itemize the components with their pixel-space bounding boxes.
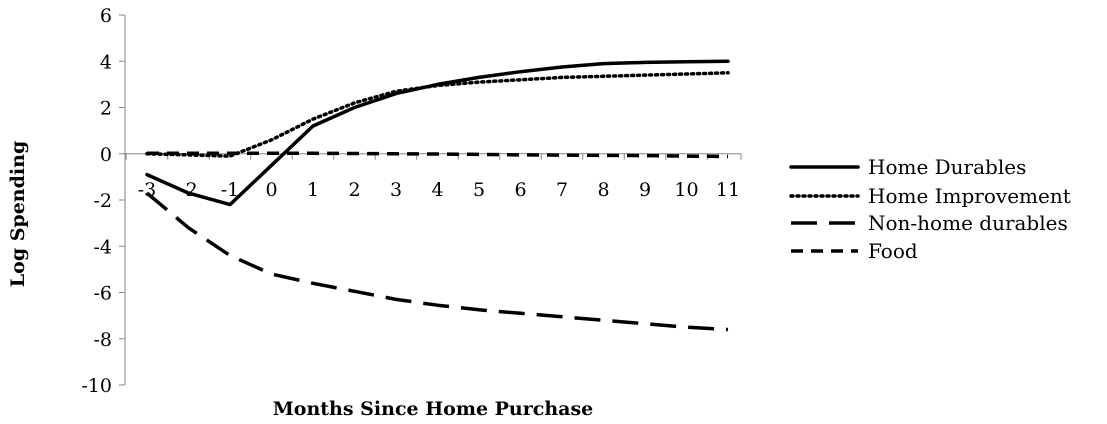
x-tick-label: 10 — [674, 179, 698, 201]
x-tick-label: -1 — [221, 179, 240, 201]
series-lines — [145, 59, 730, 332]
x-tick-label: 5 — [473, 179, 485, 201]
legend: Home Durables Home Improvement Non-home du… — [789, 155, 1071, 263]
y-tick-label: 4 — [100, 51, 112, 73]
series-line-home-durables — [145, 59, 730, 207]
y-tick-label: -2 — [93, 190, 112, 212]
y-tick-label: 2 — [100, 98, 112, 120]
x-axis-title: Months Since Home Purchase — [273, 398, 593, 420]
x-tick-label: 8 — [597, 179, 609, 201]
y-tick-label: 0 — [100, 144, 112, 166]
legend-label: Home Durables — [868, 155, 1026, 179]
x-tick-label: 7 — [556, 179, 568, 201]
x-tick-label: 9 — [639, 179, 651, 201]
x-tick-label: 4 — [431, 179, 443, 201]
legend-label: Non-home durables — [868, 211, 1068, 235]
x-tick-label: 11 — [716, 179, 740, 201]
y-tick-label: 6 — [100, 5, 112, 27]
legend-label: Home Improvement — [868, 184, 1071, 208]
x-tick-label: 2 — [348, 179, 360, 201]
y-axis: -10 -8 -6 -4 -2 0 2 4 6 — [81, 5, 126, 397]
x-tick-label: 3 — [390, 179, 402, 201]
y-tick-label: -4 — [93, 236, 112, 258]
x-tick-label: 1 — [307, 179, 319, 201]
series-line-non-home-durables — [145, 191, 729, 332]
y-axis-title: Log Spending — [7, 141, 29, 287]
x-tick-label: 6 — [514, 179, 526, 201]
x-axis: -3 -2 -1 0 1 2 3 4 5 6 7 8 9 10 11 — [125, 153, 742, 201]
y-tick-label: -8 — [93, 329, 112, 351]
series-line-food — [147, 151, 729, 159]
x-tick-label: 0 — [265, 179, 277, 201]
y-tick-label: -10 — [81, 375, 112, 397]
legend-label: Food — [868, 239, 918, 263]
y-tick-label: -6 — [93, 283, 112, 305]
